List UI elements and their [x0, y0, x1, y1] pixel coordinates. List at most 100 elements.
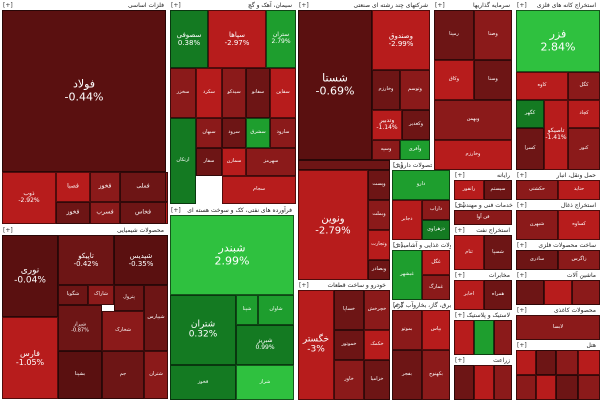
stock-tile[interactable]: وپست: [368, 170, 390, 200]
stock-tile[interactable]: سخزر: [170, 68, 196, 118]
stock-tile[interactable]: وبملت: [368, 200, 390, 230]
sector-title[interactable]: [+] سرمایه گذاریها: [433, 1, 513, 10]
stock-tile[interactable]: دزهراوی: [422, 220, 450, 240]
stock-tile[interactable]: کساوه: [558, 210, 600, 240]
stock-tile[interactable]: فصبا: [56, 172, 90, 202]
stock-tile[interactable]: شیپارس: [144, 285, 168, 351]
sector-expand-icon[interactable]: [+]: [455, 357, 465, 364]
stock-tile[interactable]: خگستر -3%: [298, 290, 334, 400]
stock-tile[interactable]: فخاس: [120, 202, 166, 224]
sector-title[interactable]: [+] حمل ونقل، انبار: [515, 171, 599, 180]
sector-expand-icon[interactable]: [+]: [455, 202, 465, 209]
stock-tile[interactable]: جم: [102, 351, 144, 399]
stock-tile-small[interactable]: [494, 320, 512, 355]
sector-expand-icon[interactable]: [+]: [393, 242, 403, 249]
stock-tile[interactable]: سپاها -2.97%: [208, 10, 266, 68]
stock-tile[interactable]: سمازن: [222, 148, 246, 176]
stock-tile[interactable]: فسرب: [90, 202, 120, 224]
sector-title[interactable]: [+] هتل: [515, 341, 599, 350]
stock-tile[interactable]: رانفور: [454, 180, 484, 200]
stock-tile[interactable]: کاوه: [516, 72, 568, 100]
stock-tile-small[interactable]: [572, 280, 600, 305]
sector-expand-icon[interactable]: [+]: [455, 172, 465, 179]
stock-tile[interactable]: دجابر: [392, 200, 422, 240]
sector-expand-icon[interactable]: [+]: [517, 272, 527, 279]
stock-tile[interactable]: سجام: [222, 176, 296, 204]
stock-tile[interactable]: بپاس: [422, 310, 450, 350]
stock-tile[interactable]: وکاق: [434, 60, 474, 100]
sector-title[interactable]: [+] شرکتهای چند رشته ای صنعتی: [297, 1, 431, 10]
stock-tile[interactable]: ونوین -2.79%: [298, 170, 368, 280]
stock-tile[interactable]: سفانو: [246, 68, 270, 118]
stock-tile[interactable]: خساپا: [334, 290, 364, 330]
stock-tile-small[interactable]: [454, 320, 474, 355]
stock-tile[interactable]: وسپه: [372, 140, 400, 160]
stock-tile[interactable]: لابسا: [516, 315, 600, 340]
stock-tile[interactable]: تاصیکو -1.41%: [544, 100, 568, 170]
stock-tile[interactable]: نوری -0.04%: [2, 235, 58, 317]
stock-tile[interactable]: سبهان: [196, 118, 222, 148]
sector-expand-icon[interactable]: [+]: [435, 2, 445, 9]
stock-tile[interactable]: شاوان: [258, 295, 294, 325]
stock-tile[interactable]: شاراک: [88, 285, 114, 305]
stock-tile[interactable]: شگویا: [58, 285, 88, 305]
sector-expand-icon[interactable]: [+]: [517, 242, 527, 249]
stock-tile[interactable]: سرود: [222, 118, 246, 148]
stock-tile[interactable]: غمارگ: [422, 275, 450, 300]
stock-tile[interactable]: بموتو: [392, 310, 422, 350]
stock-tile[interactable]: فخوز: [56, 202, 90, 224]
stock-tile[interactable]: سقاین: [270, 68, 296, 118]
stock-tile[interactable]: سصوفی 0.38%: [170, 10, 208, 68]
sector-expand-icon[interactable]: [+]: [393, 302, 403, 309]
stock-tile-small[interactable]: [474, 365, 494, 400]
stock-tile-small[interactable]: [516, 280, 544, 305]
sector-expand-icon[interactable]: [+]: [3, 2, 13, 9]
stock-tile[interactable]: شراز: [236, 365, 294, 400]
sector-title[interactable]: [+] ماشین آلات: [515, 271, 599, 280]
sector-expand-icon[interactable]: [+]: [517, 202, 527, 209]
stock-tile[interactable]: بشپنا: [58, 351, 102, 399]
stock-tile[interactable]: سفار: [196, 148, 222, 176]
sector-expand-icon[interactable]: [+]: [171, 207, 181, 214]
sector-title[interactable]: [+] لاستیک و پلاستیک: [453, 311, 513, 320]
stock-tile[interactable]: دارو: [392, 170, 450, 200]
stock-tile[interactable]: ارتکان: [170, 118, 196, 204]
stock-tile[interactable]: خکمک: [364, 330, 390, 360]
stock-tile[interactable]: فن آوا: [454, 210, 512, 225]
sector-title[interactable]: [+] زراعت: [453, 356, 513, 365]
sector-expand-icon[interactable]: [+]: [455, 227, 465, 234]
stock-tile[interactable]: تاپیکو -0.42%: [58, 235, 114, 285]
stock-tile[interactable]: زاگرس: [558, 250, 600, 270]
stock-tile[interactable]: شبهرن: [516, 210, 558, 240]
stock-tile[interactable]: خزامیا: [364, 360, 390, 400]
stock-tile[interactable]: سشرق: [246, 118, 270, 148]
sector-title[interactable]: [+]محصولات غذایی و آشامیدنی: [391, 241, 451, 250]
sector-expand-icon[interactable]: [+]: [299, 2, 309, 9]
stock-tile[interactable]: سیدکو: [222, 68, 246, 118]
sector-expand-icon[interactable]: [+]: [455, 312, 465, 319]
sector-expand-icon[interactable]: [+]: [299, 282, 309, 289]
sector-expand-icon[interactable]: [+]: [517, 172, 527, 179]
stock-tile[interactable]: پترول: [114, 285, 144, 311]
stock-tile[interactable]: وصندوق -2.99%: [372, 10, 430, 70]
stock-tile[interactable]: اخابر: [454, 280, 484, 310]
stock-tile-small[interactable]: [556, 350, 578, 375]
stock-tile-small[interactable]: [474, 320, 494, 355]
stock-tile[interactable]: کنور: [568, 128, 600, 170]
stock-tile[interactable]: ذوب -2.92%: [2, 172, 56, 224]
stock-tile[interactable]: وبهمن: [434, 100, 512, 140]
sector-title[interactable]: [+] محصولات کاغذی: [515, 306, 599, 315]
sector-title[interactable]: [+] مخابرات: [453, 271, 513, 280]
stock-tile[interactable]: شتران 0.32%: [170, 295, 236, 365]
stock-tile-small[interactable]: [516, 375, 536, 400]
stock-tile[interactable]: وآفری: [400, 140, 430, 160]
sector-title[interactable]: [+] خودرو و ساخت قطعات: [297, 281, 389, 290]
stock-tile[interactable]: وتوسم: [400, 70, 430, 110]
stock-tile[interactable]: کگل: [568, 72, 600, 100]
stock-tile-small[interactable]: [536, 350, 556, 375]
stock-tile[interactable]: شپنا: [236, 295, 258, 325]
stock-tile[interactable]: بکهنوج: [422, 350, 450, 400]
stock-tile-small[interactable]: [494, 365, 512, 400]
stock-tile[interactable]: فملی: [120, 172, 166, 202]
sector-expand-icon[interactable]: [+]: [3, 227, 13, 234]
